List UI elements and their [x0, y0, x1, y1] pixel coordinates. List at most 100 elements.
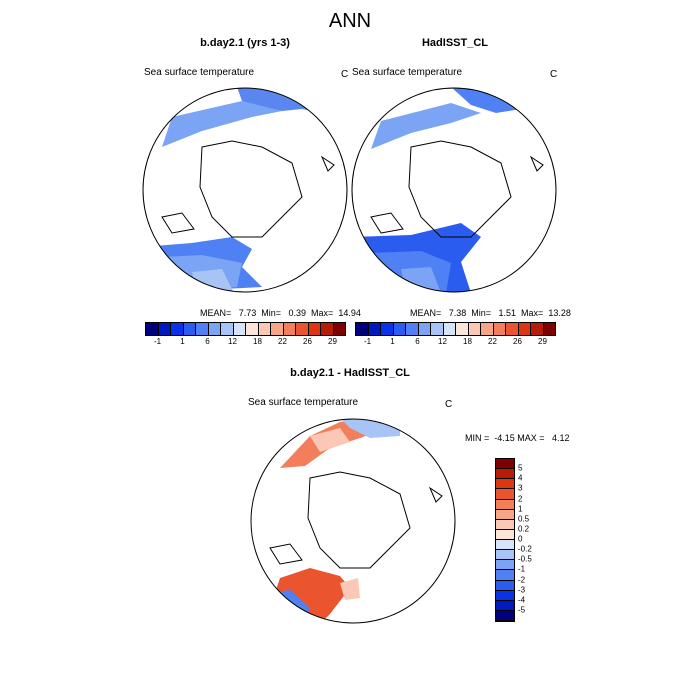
colorbar-swatch	[146, 323, 159, 335]
colorbar-swatch	[496, 509, 514, 520]
colorbar-tick-label: -3	[518, 585, 526, 595]
colorbar-swatch	[531, 323, 544, 335]
colorbar-tick-label: 29	[538, 337, 547, 346]
panel-2-coastline-3	[529, 155, 544, 172]
diff-panel-map	[250, 418, 456, 624]
colorbar-tick-label: 4	[518, 473, 523, 483]
panel-1-sst-north-mid	[162, 101, 282, 147]
colorbar-swatch	[543, 323, 556, 335]
colorbar-swatch	[496, 550, 514, 561]
diff-panel-subtitle: Sea surface temperature	[248, 397, 359, 408]
diff-panel-units: C	[445, 399, 453, 410]
colorbar-swatch	[496, 540, 514, 551]
colorbar-swatch	[221, 323, 234, 335]
diff-colorbar	[495, 458, 515, 622]
panel-2-subtitle: Sea surface temperature	[352, 67, 463, 78]
colorbar-swatch	[496, 529, 514, 540]
diff-colorbar-labels: 5 4 3 2 1 0.5 0.2 0 -0.2 -0.5 -1 -2 -3 -4 -5	[518, 458, 558, 620]
colorbar-swatch	[493, 323, 506, 335]
colorbar-tick-label: 6	[415, 337, 420, 346]
colorbar-swatch	[456, 323, 469, 335]
colorbar-swatch	[443, 323, 456, 335]
colorbar-swatch	[496, 489, 514, 500]
colorbar-tick-label: 26	[513, 337, 522, 346]
colorbar-swatch	[496, 610, 514, 621]
colorbar-swatch	[496, 560, 514, 571]
colorbar-swatch	[496, 570, 514, 581]
colorbar-tick-label: -0.5	[518, 554, 532, 564]
colorbar-tick-label: -2	[518, 575, 526, 584]
colorbar-swatch	[506, 323, 519, 335]
colorbar-swatch	[283, 323, 296, 335]
panel-1-colorbar	[145, 322, 346, 336]
colorbar-swatch	[208, 323, 221, 335]
colorbar-swatch	[496, 479, 514, 490]
colorbar-tick-label: 22	[278, 337, 287, 346]
colorbar-swatch	[418, 323, 431, 335]
main-title: ANN	[328, 10, 372, 32]
panel-2-coastline	[408, 140, 512, 238]
colorbar-swatch	[518, 323, 531, 335]
colorbar-swatch	[333, 323, 346, 335]
colorbar-swatch	[496, 469, 514, 480]
diff-coastline-3	[428, 486, 443, 503]
colorbar-swatch	[496, 580, 514, 591]
colorbar-tick-label: 2	[518, 494, 523, 503]
colorbar-tick-label: 1	[390, 337, 395, 346]
panel-1-units: C	[341, 69, 349, 80]
colorbar-tick-label: -5	[518, 605, 526, 615]
colorbar-swatch	[321, 323, 334, 335]
colorbar-tick-label: 5	[518, 463, 523, 473]
colorbar-tick-label: -1	[153, 337, 162, 346]
colorbar-tick-label: 12	[228, 337, 237, 346]
colorbar-swatch	[246, 323, 259, 335]
colorbar-tick-label: -1	[363, 337, 372, 346]
colorbar-tick-label: -1	[518, 564, 526, 574]
diff-panel-stats: MIN = -4.15 MAX = 4.12	[465, 433, 570, 443]
diff-light-north	[310, 428, 350, 452]
colorbar-tick-label: 18	[253, 337, 262, 346]
panel-2-title: HadISST_CL	[421, 37, 488, 49]
panel-1-coastline	[199, 140, 303, 238]
diff-panel-title: b.day2.1 - HadISST_CL	[290, 367, 410, 379]
colorbar-tick-label: 0.5	[518, 514, 530, 524]
colorbar-swatch	[183, 323, 196, 335]
colorbar-tick-label: 22	[488, 337, 497, 346]
colorbar-swatch	[496, 459, 514, 470]
colorbar-tick-label: 29	[328, 337, 337, 346]
colorbar-swatch	[496, 600, 514, 611]
panel-2-coastline-2	[370, 212, 404, 234]
colorbar-tick-label: 18	[463, 337, 472, 346]
colorbar-tick-label: 0.2	[518, 524, 530, 534]
panel-2-map	[351, 87, 557, 293]
colorbar-swatch	[271, 323, 284, 335]
colorbar-tick-label: 3	[518, 483, 523, 493]
colorbar-swatch	[496, 499, 514, 510]
colorbar-swatch	[356, 323, 369, 335]
colorbar-swatch	[496, 590, 514, 601]
panel-1-title: b.day2.1 (yrs 1-3)	[200, 37, 290, 49]
colorbar-tick-label: 1	[180, 337, 185, 346]
colorbar-swatch	[296, 323, 309, 335]
panel-2-colorbar	[355, 322, 556, 336]
panel-2-sst-north-mid	[371, 103, 481, 149]
colorbar-tick-label: 26	[303, 337, 312, 346]
colorbar-swatch	[368, 323, 381, 335]
colorbar-swatch	[158, 323, 171, 335]
colorbar-swatch	[481, 323, 494, 335]
colorbar-swatch	[233, 323, 246, 335]
colorbar-swatch	[496, 519, 514, 530]
panel-1-coastline-2	[161, 212, 195, 234]
panel-1-stats: MEAN= 7.73 Min= 0.39 Max= 14.94	[200, 308, 361, 318]
colorbar-swatch	[308, 323, 321, 335]
colorbar-swatch	[196, 323, 209, 335]
colorbar-tick-label: -0.2	[518, 544, 532, 554]
colorbar-tick-label: 12	[438, 337, 447, 346]
colorbar-swatch	[393, 323, 406, 335]
panel-2-units: C	[550, 69, 558, 80]
panel-1-coastline-3	[320, 155, 335, 172]
panel-2-stats: MEAN= 7.38 Min= 1.51 Max= 13.28	[410, 308, 571, 318]
panel-2-colorbar-labels: -1 1 6 12 18 22 26 29	[355, 337, 555, 349]
colorbar-swatch	[431, 323, 444, 335]
colorbar-swatch	[381, 323, 394, 335]
